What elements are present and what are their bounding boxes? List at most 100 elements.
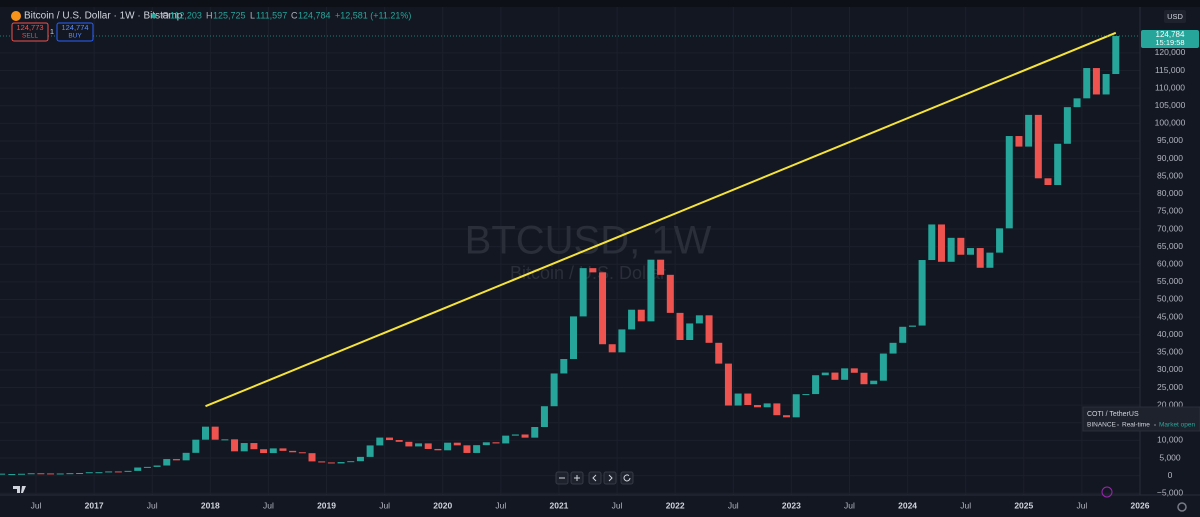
candle	[1044, 178, 1052, 185]
scroll-right-button[interactable]	[603, 471, 617, 485]
y-tick-label: 25,000	[1157, 382, 1183, 392]
candle	[1034, 114, 1042, 179]
y-tick-label: 95,000	[1157, 135, 1183, 145]
candle	[318, 461, 326, 463]
candle	[860, 372, 868, 385]
candle	[172, 459, 180, 461]
buy-button[interactable]	[56, 22, 94, 42]
candle	[792, 394, 800, 418]
candle	[105, 471, 113, 473]
currency: USD	[1167, 12, 1183, 21]
low-value: 111,597	[256, 10, 287, 20]
y-tick-label: 80,000	[1157, 188, 1183, 198]
candle	[260, 449, 268, 454]
candle	[85, 472, 93, 474]
y-tick-label: 55,000	[1157, 276, 1183, 286]
candle	[47, 473, 55, 475]
x-tick-label: 2021	[549, 500, 568, 510]
sell-price: 124,773	[16, 23, 43, 32]
sell-button[interactable]	[11, 22, 49, 42]
buy-price: 124,774	[61, 23, 88, 32]
candle	[1102, 74, 1110, 95]
candle	[560, 359, 568, 374]
candle	[986, 252, 994, 268]
candle	[250, 443, 258, 450]
y-tick-label: 50,000	[1157, 294, 1183, 304]
candle	[908, 325, 916, 327]
y-tick-label: 60,000	[1157, 259, 1183, 269]
icon	[592, 474, 597, 482]
currency-box[interactable]	[1164, 10, 1186, 23]
countdown-label: 15:19:58	[1155, 38, 1184, 47]
x-tick-label: Jul	[263, 500, 274, 510]
low-label: L	[250, 10, 255, 20]
candle	[376, 437, 384, 446]
last-price-box	[1141, 30, 1199, 49]
candle	[812, 375, 820, 395]
settings-icon[interactable]	[1177, 502, 1187, 512]
x-tick-label: Jul	[31, 500, 42, 510]
symbol-title[interactable]: Bitcoin / U.S. Dollar · 1W · Bitstamp	[24, 11, 183, 22]
candle	[947, 237, 955, 262]
candle	[502, 435, 510, 444]
y-tick-label: 70,000	[1157, 223, 1183, 233]
candle	[870, 380, 878, 385]
y-tick-label: −5,000	[1157, 487, 1184, 497]
candle	[628, 309, 636, 330]
candle	[8, 474, 16, 476]
candle	[657, 259, 665, 275]
close-label: C	[291, 10, 298, 20]
market-status-dot	[151, 13, 157, 19]
zoom-controls	[555, 471, 634, 485]
candle	[1063, 107, 1071, 144]
candle	[327, 462, 335, 464]
x-tick-label: Jul	[1076, 500, 1087, 510]
y-tick-label: 105,000	[1155, 100, 1186, 110]
logo	[13, 486, 26, 493]
order-qty[interactable]: 1	[50, 27, 54, 36]
candle	[753, 404, 761, 408]
candle	[153, 465, 161, 467]
candle	[56, 473, 64, 475]
trendline	[205, 31, 1117, 408]
candle	[231, 439, 239, 452]
candle	[308, 453, 316, 462]
candle	[773, 403, 781, 416]
y-tick-label: 65,000	[1157, 241, 1183, 251]
candle	[618, 329, 626, 353]
x-tick-label: Jul	[728, 500, 739, 510]
symbol-popup[interactable]	[1082, 406, 1200, 432]
y-tick-label: 0	[1168, 470, 1173, 480]
candle	[734, 393, 742, 406]
sell-label: SELL	[22, 33, 38, 40]
candle	[1083, 68, 1091, 99]
candle	[201, 426, 209, 440]
open-label: O	[162, 10, 169, 20]
icon	[574, 475, 580, 481]
candle	[66, 473, 74, 475]
candle	[415, 443, 423, 447]
x-tick-label: 2026	[1131, 500, 1150, 510]
candle	[579, 268, 587, 317]
candle	[240, 443, 248, 452]
scroll-left-button[interactable]	[588, 471, 602, 485]
alert-icon[interactable]	[1101, 486, 1113, 498]
candle	[521, 434, 529, 438]
y-tick-label: 75,000	[1157, 206, 1183, 216]
candle	[937, 224, 945, 262]
reset-button[interactable]	[620, 471, 634, 485]
candle	[589, 268, 597, 273]
y-tick-label: 85,000	[1157, 170, 1183, 180]
candle	[540, 406, 548, 428]
candle	[27, 473, 35, 475]
candle	[899, 326, 907, 343]
candle	[715, 342, 723, 364]
candle	[289, 450, 297, 453]
toolbar-strip	[0, 0, 1200, 7]
candle	[1005, 136, 1013, 229]
candle	[405, 441, 413, 447]
x-tick-label: 2024	[898, 500, 917, 510]
separator	[1117, 424, 1119, 426]
last-price-label: 124,784	[1156, 30, 1185, 39]
